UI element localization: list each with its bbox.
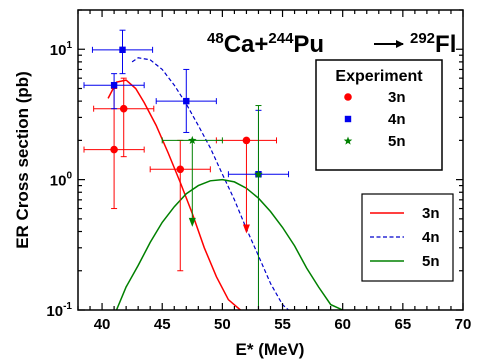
theory-legend-label: 4n xyxy=(422,229,440,246)
x-axis: 40 45 50 55 60 65 70 xyxy=(77,10,472,333)
product-mass: 292 xyxy=(410,30,435,47)
x-tick-label: 50 xyxy=(214,316,231,333)
data-point-5n xyxy=(254,105,263,311)
theory-curves xyxy=(107,57,344,310)
projectile: Ca xyxy=(224,31,255,58)
svg-text:292Fl: 292Fl xyxy=(410,30,456,58)
y-tick-label: 10-1 xyxy=(46,301,72,320)
x-axis-label: E* (MeV) xyxy=(236,340,305,359)
experiment-legend-label: 5n xyxy=(388,133,406,150)
svg-text:48Ca+244Pu: 48Ca+244Pu xyxy=(207,30,324,58)
y-tick-label: 100 xyxy=(50,171,73,190)
data-point-4n xyxy=(83,73,145,110)
marker-star xyxy=(188,135,197,145)
data-point-3n xyxy=(215,136,278,234)
marker-circle xyxy=(119,104,128,113)
theory-legend-item: 4n xyxy=(370,229,440,246)
upper-limit-arrow-icon xyxy=(188,217,196,227)
data-point-3n xyxy=(93,77,155,158)
x-tick-label: 60 xyxy=(334,316,351,333)
product: Fl xyxy=(435,31,456,58)
experiment-legend: Experiment 3n 4n 5n xyxy=(315,59,443,171)
experiment-legend-item: 5n xyxy=(343,133,406,150)
experiment-legend-label: 4n xyxy=(388,111,406,128)
upper-limit-arrow-icon xyxy=(242,224,250,234)
marker-circle xyxy=(242,136,251,145)
y-axis: 10-1 100 101 xyxy=(46,9,463,320)
legend-marker-square xyxy=(344,115,352,123)
marker-star xyxy=(254,169,263,178)
reaction-label: 48Ca+244Pu 292Fl xyxy=(207,30,456,58)
marker-square xyxy=(183,97,190,105)
data-points xyxy=(83,29,290,311)
curve-5n xyxy=(115,178,344,310)
experiment-legend-title: Experiment xyxy=(335,68,423,85)
experiment-legend-box xyxy=(315,59,443,171)
reaction-arrowhead-icon xyxy=(396,40,404,48)
theory-legend-label: 5n xyxy=(422,253,440,270)
theory-legend-item: 3n xyxy=(370,205,440,222)
plus-sign: + xyxy=(254,31,268,58)
y-tick-label: 101 xyxy=(50,40,73,59)
legend-marker-star xyxy=(343,136,353,145)
x-tick-label: 40 xyxy=(94,316,111,333)
data-point-5n xyxy=(161,135,223,227)
x-tick-label: 65 xyxy=(395,316,412,333)
theory-legend: 3n 4n 5n xyxy=(361,193,454,282)
marker-square xyxy=(110,81,118,89)
curve-4n xyxy=(131,57,289,310)
marker-circle xyxy=(176,165,185,174)
experiment-legend-item: 4n xyxy=(344,111,406,128)
theory-legend-item: 5n xyxy=(370,253,440,270)
x-tick-label: 55 xyxy=(274,316,291,333)
x-tick-label: 70 xyxy=(455,316,472,333)
target: Pu xyxy=(293,31,324,58)
marker-square xyxy=(119,46,126,54)
curve-3n xyxy=(107,79,241,310)
x-tick-label: 45 xyxy=(154,316,171,333)
legend-marker-circle xyxy=(344,93,352,101)
marker-circle xyxy=(110,145,118,154)
projectile-mass: 48 xyxy=(207,30,224,47)
theory-legend-label: 3n xyxy=(422,205,440,222)
target-mass: 244 xyxy=(268,30,294,47)
experiment-legend-item: 3n xyxy=(344,89,406,106)
data-point-4n xyxy=(155,68,217,133)
y-axis-label: ER Cross section (pb) xyxy=(13,71,32,249)
data-point-4n xyxy=(91,29,154,75)
data-point-3n xyxy=(149,139,211,272)
experiment-legend-label: 3n xyxy=(388,89,406,106)
